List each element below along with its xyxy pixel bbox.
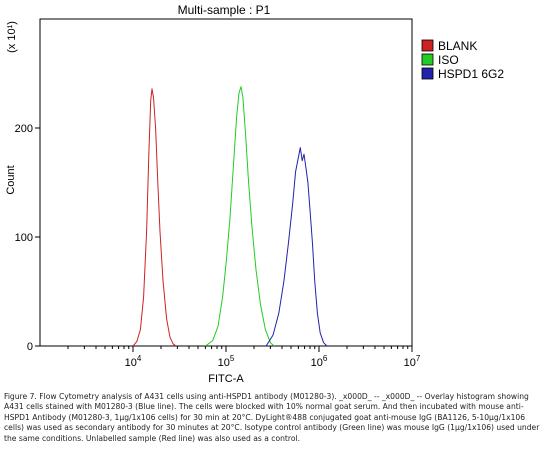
series-line-3 xyxy=(265,147,328,347)
plot-frame xyxy=(39,18,413,347)
x-tick-label: 105 xyxy=(218,354,235,369)
legend-swatch xyxy=(421,67,434,80)
legend-label: ISO xyxy=(438,53,459,67)
legend-label: HSPD1 6G2 xyxy=(438,67,504,81)
y-tick-label: 100 xyxy=(15,232,33,244)
y-axis-multiplier: (x 10¹) xyxy=(6,21,18,53)
legend-swatch xyxy=(421,39,434,52)
x-axis-label: FITC-A xyxy=(208,373,244,385)
flow-cytometry-chart: Multi-sample : P1 (x 10¹) Count 0100200 … xyxy=(5,3,504,385)
series-line-1 xyxy=(132,88,177,347)
x-tick-label: 106 xyxy=(311,354,328,369)
x-tick-label: 104 xyxy=(125,354,142,369)
y-multiplier-label: (x 10¹) xyxy=(6,21,18,53)
legend-swatch xyxy=(421,53,434,66)
y-axis-label: Count xyxy=(5,165,17,194)
y-tick-label: 0 xyxy=(27,341,33,353)
series-line-2 xyxy=(205,86,275,347)
figure-caption: Figure 7. Flow Cytometry analysis of A43… xyxy=(4,392,540,443)
y-axis-ticks: 0 100 200 xyxy=(15,123,40,353)
x-axis-ticks: 104 105 106 107 xyxy=(67,346,421,369)
chart-title: Multi-sample : P1 xyxy=(178,3,271,17)
y-axis-title: Count xyxy=(5,165,17,194)
histogram-curves xyxy=(132,86,328,347)
y-tick-label: 200 xyxy=(15,123,33,135)
x-tick-label: 107 xyxy=(404,354,421,369)
legend-label: BLANK xyxy=(438,39,477,53)
